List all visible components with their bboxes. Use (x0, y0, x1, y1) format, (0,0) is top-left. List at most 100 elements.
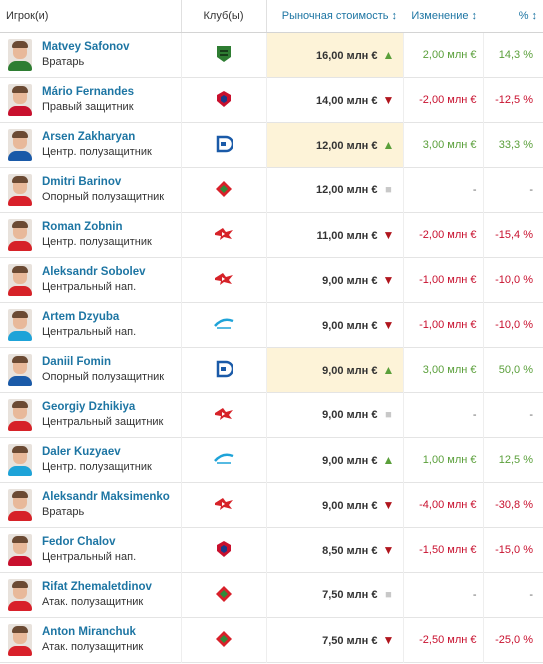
player-name-link[interactable]: Artem Dzyuba (42, 311, 120, 323)
percent-change: 14,3 % (482, 32, 543, 78)
value-change: - (402, 167, 483, 213)
spartak-crest-icon[interactable] (214, 227, 234, 244)
player-name-link[interactable]: Anton Miranchuk (42, 626, 136, 638)
value-change: - (402, 572, 483, 618)
sort-icon[interactable]: ↕ (471, 10, 478, 22)
market-value: 12,00 млн € (315, 184, 378, 196)
player-name-link[interactable]: Arsen Zakharyan (42, 131, 136, 143)
player-cell: Artem Dzyuba Центральный нап. (0, 303, 181, 348)
player-name-link[interactable]: Mário Fernandes (42, 86, 135, 98)
player-cell: Georgiy Dzhikiya Центральный защитник (0, 393, 181, 438)
player-position: Опорный полузащитник (42, 371, 165, 383)
column-header-percent-label[interactable]: % (518, 10, 529, 22)
player-photo[interactable] (8, 129, 32, 161)
spartak-crest-icon[interactable] (214, 407, 234, 424)
player-photo[interactable] (8, 219, 32, 251)
player-cell: Daler Kuzyaev Центр. полузащитник (0, 438, 181, 483)
player-cell: Dmitri Barinov Опорный полузащитник (0, 168, 181, 213)
percent-change: 50,0 % (482, 347, 543, 393)
market-value-cell: 9,00 млн € ▲ (265, 437, 403, 483)
cska-crest-icon[interactable] (215, 540, 233, 561)
zenit-crest-icon[interactable] (213, 317, 234, 334)
player-photo[interactable] (8, 309, 32, 341)
market-value-cell: 7,50 млн € ■ (265, 572, 403, 618)
club-cell (180, 212, 266, 258)
table-row: Georgiy Dzhikiya Центральный защитник 9,00… (0, 392, 543, 438)
column-header-change-label[interactable]: Изменение (411, 10, 469, 22)
cska-crest-icon[interactable] (215, 90, 233, 111)
column-header-change[interactable]: Изменение ↕ (403, 0, 483, 33)
sort-icon[interactable]: ↕ (391, 10, 398, 22)
table-row: Fedor Chalov Центральный нап. 8,50 млн € ▼ -… (0, 527, 543, 573)
krasnodar-crest-icon[interactable] (216, 45, 232, 66)
player-name-link[interactable]: Fedor Chalov (42, 536, 116, 548)
player-cell: Aleksandr Sobolev Центральный нап. (0, 258, 181, 303)
player-name-link[interactable]: Dmitri Barinov (42, 176, 122, 188)
market-value: 9,00 млн € (322, 365, 378, 377)
dynamo-crest-icon[interactable] (215, 360, 234, 381)
player-name-link[interactable]: Aleksandr Sobolev (42, 266, 146, 278)
spartak-crest-icon[interactable] (214, 272, 234, 289)
player-photo[interactable] (8, 174, 32, 206)
market-value: 12,00 млн € (315, 140, 378, 152)
spartak-crest-icon[interactable] (214, 497, 234, 514)
value-change: 3,00 млн € (402, 347, 483, 393)
player-name-link[interactable]: Aleksandr Maksimenko (42, 491, 170, 503)
table-row: Rifat Zhemaletdinov Атак. полузащитник 7,5… (0, 572, 543, 618)
market-value: 9,00 млн € (322, 500, 378, 512)
percent-change: -10,0 % (482, 257, 543, 303)
player-photo[interactable] (8, 489, 32, 521)
column-header-market-value[interactable]: Рыночная стоимость ↕ (265, 0, 403, 33)
player-photo[interactable] (8, 399, 32, 431)
column-header-club: Клуб(ы) (180, 0, 266, 33)
percent-change: -15,0 % (482, 527, 543, 573)
player-name-link[interactable]: Roman Zobnin (42, 221, 123, 233)
zenit-crest-icon[interactable] (213, 452, 234, 469)
player-photo[interactable] (8, 84, 32, 116)
market-value-cell: 7,50 млн € ▼ (265, 617, 403, 663)
player-photo[interactable] (8, 534, 32, 566)
player-photo[interactable] (8, 39, 32, 71)
club-cell (180, 122, 266, 168)
player-position: Опорный полузащитник (42, 191, 165, 203)
player-position: Центр. полузащитник (42, 461, 152, 473)
player-photo[interactable] (8, 579, 32, 611)
table-row: Arsen Zakharyan Центр. полузащитник 12,00 … (0, 122, 543, 168)
market-value: 9,00 млн € (322, 275, 378, 287)
percent-change: 33,3 % (482, 122, 543, 168)
value-change: -1,50 млн € (402, 527, 483, 573)
trend-same-icon: ■ (385, 589, 392, 601)
player-position: Центральный защитник (42, 416, 164, 428)
trend-down-icon: ▼ (382, 93, 395, 107)
lokomotiv-crest-icon[interactable] (215, 585, 233, 606)
player-photo[interactable] (8, 354, 32, 386)
table-row: Dmitri Barinov Опорный полузащитник 12,00 … (0, 167, 543, 213)
column-header-market-value-label[interactable]: Рыночная стоимость (281, 10, 389, 22)
player-cell: Matvey Safonov Вратарь (0, 33, 181, 78)
value-change: 2,00 млн € (402, 32, 483, 78)
percent-change: - (482, 572, 543, 618)
market-value-cell: 12,00 млн € ■ (265, 167, 403, 213)
market-value-cell: 9,00 млн € ▼ (265, 257, 403, 303)
player-cell: Daniil Fomin Опорный полузащитник (0, 348, 181, 393)
club-cell (180, 32, 266, 78)
value-change: -2,00 млн € (402, 212, 483, 258)
player-cell: Fedor Chalov Центральный нап. (0, 528, 181, 573)
lokomotiv-crest-icon[interactable] (215, 630, 233, 651)
player-name-link[interactable]: Matvey Safonov (42, 41, 130, 53)
sort-icon[interactable]: ↕ (531, 10, 538, 22)
column-header-percent[interactable]: % ↕ (483, 0, 543, 33)
player-photo[interactable] (8, 624, 32, 656)
player-name-link[interactable]: Rifat Zhemaletdinov (42, 581, 152, 593)
player-photo[interactable] (8, 444, 32, 476)
player-name-link[interactable]: Daniil Fomin (42, 356, 111, 368)
player-position: Центр. полузащитник (42, 236, 152, 248)
player-name-link[interactable]: Georgiy Dzhikiya (42, 401, 136, 413)
player-photo[interactable] (8, 264, 32, 296)
player-name-link[interactable]: Daler Kuzyaev (42, 446, 121, 458)
club-cell (180, 302, 266, 348)
dynamo-crest-icon[interactable] (215, 135, 234, 156)
lokomotiv-crest-icon[interactable] (215, 180, 233, 201)
club-cell (180, 572, 266, 618)
player-position: Вратарь (42, 56, 85, 68)
